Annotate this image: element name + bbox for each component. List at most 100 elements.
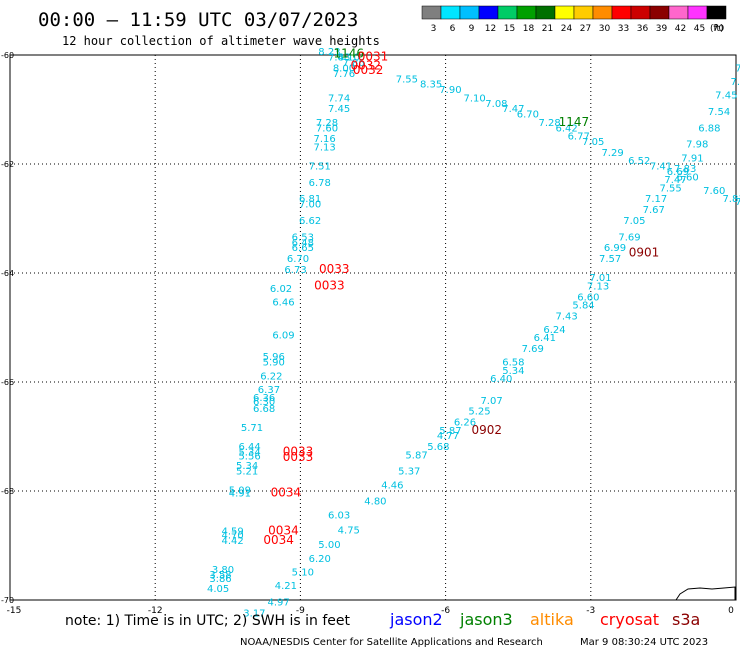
pass-time-labels: 1146003100320032114709010033003309020033… xyxy=(263,47,659,547)
legend-s3a: s3a xyxy=(672,610,700,629)
wave-height-label: 7.47 xyxy=(664,175,686,186)
colorbar-swatch xyxy=(497,5,518,20)
wave-height-label: 6.73 xyxy=(284,265,306,276)
wave-height-label: 7.08 xyxy=(485,99,507,110)
wave-height-label: 7.91 xyxy=(681,153,703,164)
y-tick-label: -64 xyxy=(1,269,14,278)
coastline-outline xyxy=(675,586,736,601)
wave-height-label: 4.42 xyxy=(222,536,244,547)
colorbar-swatch xyxy=(535,5,556,20)
wave-height-label: 7.10 xyxy=(464,93,486,104)
wave-height-label: 6.68 xyxy=(253,404,275,415)
wave-height-label: 6.60 xyxy=(577,292,599,303)
colorbar-swatch xyxy=(706,5,727,20)
colorbar-swatch xyxy=(649,5,670,20)
wave-height-label: 6.60 xyxy=(676,172,698,183)
pass-time-label: 0033 xyxy=(283,450,314,464)
colorbar-swatch xyxy=(459,5,480,20)
x-tick-label: -9 xyxy=(296,606,305,616)
wave-height-label: 8.00 xyxy=(333,63,355,74)
wave-height-label: 6.81 xyxy=(299,194,321,205)
wave-height-label: 5.34 xyxy=(238,448,260,459)
wave-height-label: 5.25 xyxy=(468,407,490,418)
wave-height-label: 3.80 xyxy=(212,565,234,576)
wave-height-label: 7.17 xyxy=(645,194,667,205)
wave-height-label: 5.84 xyxy=(572,300,594,311)
wave-height-label: 6.69 xyxy=(667,167,689,178)
wave-height-label: 6.09 xyxy=(272,330,294,341)
map-gridlines xyxy=(10,55,736,600)
wave-height-label: 7.60 xyxy=(316,123,338,134)
x-tick-label: -12 xyxy=(148,606,163,616)
legend-jason3: jason3 xyxy=(459,610,513,629)
plot-frame xyxy=(9,54,737,601)
wave-height-label: 7.83 xyxy=(674,164,696,175)
wave-height-label: 7.13 xyxy=(313,142,335,153)
wave-height-label: 5.21 xyxy=(236,467,258,478)
wave-height-label: 4.97 xyxy=(267,597,289,608)
x-tick-label: -15 xyxy=(7,606,22,616)
wave-height-label: 4.91 xyxy=(229,488,251,499)
colorbar-swatch xyxy=(478,5,499,20)
wave-height-label: 5.34 xyxy=(502,366,524,377)
wave-height-label: 7.01 xyxy=(589,273,611,284)
wave-height-label: 6.78 xyxy=(309,178,331,189)
wave-height-label: 6.70 xyxy=(517,110,539,121)
wave-height-label: 8.23 xyxy=(318,47,340,58)
wave-height-label: 6.41 xyxy=(534,333,556,344)
wave-height-label: 7.81 xyxy=(722,194,740,205)
wave-height-label: 8.10 xyxy=(338,52,360,63)
colorbar-label: 30 xyxy=(599,24,611,34)
wave-height-label: 6.46 xyxy=(272,298,294,309)
wave-height-label: 7.5 xyxy=(730,77,740,88)
wave-height-label: 7.05 xyxy=(623,216,645,227)
colorbar-label: 39 xyxy=(656,24,668,34)
wave-height-label: 7.07 xyxy=(480,396,502,407)
wave-height-label: 5.56 xyxy=(238,451,260,462)
wave-height-label: 7.43 xyxy=(555,311,577,322)
wave-height-label: 7.55 xyxy=(396,74,418,85)
x-tick-label: -6 xyxy=(441,606,450,616)
legend-altika: altika xyxy=(530,610,574,629)
footer-timestamp: Mar 9 08:30:24 UTC 2023 xyxy=(580,637,708,648)
pass-time-label: 1147 xyxy=(559,115,590,129)
wave-height-label: 3.58 xyxy=(209,570,231,581)
colorbar-label: 24 xyxy=(561,24,573,34)
wave-height-label: 7.00 xyxy=(299,200,321,211)
wave-height-label: 6.77 xyxy=(568,131,590,142)
wave-height-label: 6.22 xyxy=(260,371,282,382)
pass-time-label: 0033 xyxy=(283,445,314,459)
wave-height-label: 7.60 xyxy=(703,186,725,197)
colorbar-label: 6 xyxy=(450,24,456,34)
wave-height-label: 5.34 xyxy=(236,461,258,472)
wave-height-label: 7.13 xyxy=(587,281,609,292)
wave-height-label: 7.48 xyxy=(328,52,350,63)
y-tick-label: -66 xyxy=(1,378,14,387)
wave-height-label: 7.76 xyxy=(333,69,355,80)
wave-height-label: 6.44 xyxy=(238,442,260,453)
colorbar-label: 36 xyxy=(637,24,649,34)
colorbar-swatch xyxy=(687,5,708,20)
pass-time-label: 0901 xyxy=(629,246,660,260)
wave-height-label: 7.16 xyxy=(313,134,335,145)
wave-height-label: 6.65 xyxy=(292,243,314,254)
colorbar-swatch xyxy=(516,5,537,20)
wave-height-label: 4.80 xyxy=(364,497,386,508)
y-tick-label: -68 xyxy=(1,487,14,496)
wave-height-label: 7.55 xyxy=(660,183,682,194)
wave-height-label: 8.35 xyxy=(420,80,442,91)
colorbar-label: 3 xyxy=(431,24,437,34)
wave-height-label: 7.41 xyxy=(650,161,672,172)
colorbar-legend: 3 6 9 12 15 18 21 24 27 30 33 36 39 42 45 70 xyxy=(421,5,727,34)
wave-height-label: 5.09 xyxy=(229,486,251,497)
wave-height-label: 7.28 xyxy=(539,118,561,129)
wave-height-label: 7.45 xyxy=(715,91,737,102)
wave-height-label: 3.86 xyxy=(209,574,231,585)
wave-height-label: 7.51 xyxy=(309,161,331,172)
footer-note: note: 1) Time is in UTC; 2) SWH is in fe… xyxy=(65,613,351,629)
wave-height-label: 5.90 xyxy=(263,358,285,369)
wave-height-label: 7.5 xyxy=(735,197,740,208)
wave-height-label: 7.69 xyxy=(618,232,640,243)
pass-time-label: 0032 xyxy=(353,63,384,77)
wave-height-label: 6.48 xyxy=(292,238,314,249)
